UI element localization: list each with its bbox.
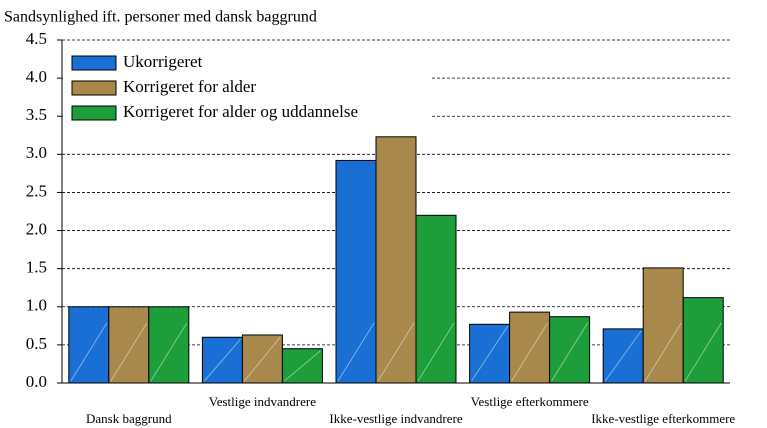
- bar-sheen: [511, 322, 549, 382]
- bar-sheen: [244, 336, 281, 382]
- bar: [335, 159, 377, 384]
- bar-sheen: [284, 350, 321, 382]
- legend-swatch: [71, 80, 117, 96]
- bar: [148, 306, 190, 384]
- legend-swatch: [71, 105, 117, 121]
- y-tick-label: 4.5: [26, 29, 47, 48]
- bar: [509, 311, 551, 384]
- bar: [375, 136, 417, 384]
- x-tick-label: Ikke-vestlige indvandrere: [329, 411, 462, 426]
- bar-sheen: [644, 322, 682, 382]
- bar-sheen: [70, 322, 108, 382]
- bar-sheen: [551, 322, 589, 382]
- bar: [281, 348, 323, 384]
- bar: [549, 316, 591, 384]
- y-tick-label: 4.0: [26, 67, 47, 86]
- y-axis-label: Sandsynlighed ift. personer med dansk ba…: [4, 9, 317, 26]
- bar-sheen: [684, 322, 722, 382]
- legend-box: [63, 45, 431, 125]
- bar-sheen: [204, 338, 241, 382]
- bar: [469, 323, 511, 384]
- legend-label: Ukorrigeret: [123, 52, 203, 71]
- x-tick-label: Vestlige efterkommere: [471, 394, 589, 409]
- y-tick-label: 1.5: [26, 258, 47, 277]
- y-tick-label: 0.5: [26, 334, 47, 353]
- bar: [642, 267, 684, 384]
- legend-label: Korrigeret for alder og uddannelse: [123, 102, 358, 121]
- bar: [108, 306, 150, 384]
- bar: [68, 306, 110, 384]
- bar-sheen: [150, 322, 188, 382]
- bar-sheen: [377, 322, 415, 382]
- y-tick-label: 3.0: [26, 143, 47, 162]
- y-tick-label: 3.5: [26, 105, 47, 124]
- bar: [241, 334, 283, 384]
- x-tick-label: Ikke-vestlige efterkommere: [591, 411, 735, 426]
- bar-sheen: [604, 330, 642, 382]
- bar-sheen: [337, 322, 375, 382]
- bar-sheen: [471, 326, 509, 382]
- y-tick-label: 1.0: [26, 296, 47, 315]
- y-tick-label: 2.0: [26, 219, 47, 238]
- y-tick-label: 2.5: [26, 181, 47, 200]
- legend-label: Korrigeret for alder: [123, 77, 256, 96]
- bar: [682, 297, 724, 384]
- bar: [415, 214, 457, 384]
- bar-sheen: [110, 322, 148, 382]
- x-tick-label: Vestlige indvandrere: [209, 394, 316, 409]
- legend-swatch: [71, 55, 117, 71]
- x-tick-label: Dansk baggrund: [86, 411, 172, 426]
- bar-sheen: [417, 322, 455, 382]
- y-tick-label: 0.0: [26, 372, 47, 391]
